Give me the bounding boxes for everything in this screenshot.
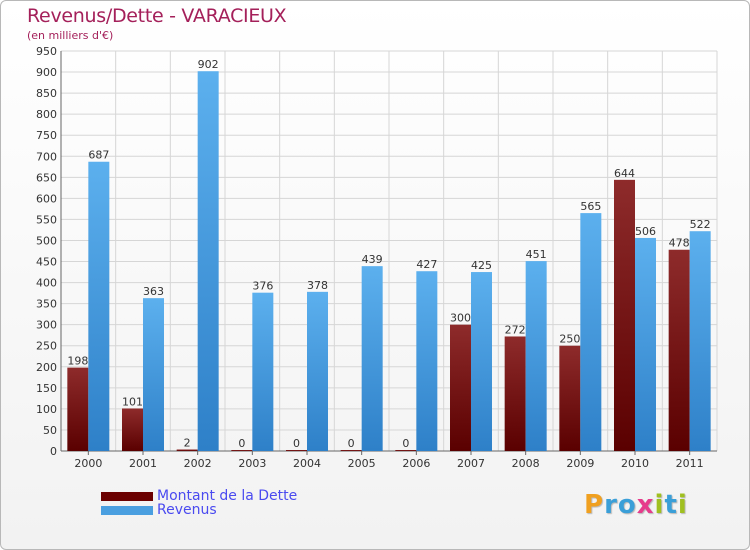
- bar-revenus: [689, 231, 711, 451]
- data-label-dette: 101: [122, 395, 143, 408]
- y-tick-label: 700: [36, 150, 57, 163]
- x-tick-label: 2005: [348, 457, 376, 470]
- data-label-revenus: 451: [526, 248, 547, 261]
- logo-letter: t: [664, 490, 678, 520]
- y-tick-label: 200: [36, 361, 57, 374]
- data-label-revenus: 687: [88, 149, 109, 162]
- y-tick-label: 850: [36, 87, 57, 100]
- bar-dette: [395, 450, 417, 451]
- logo-letter: i: [677, 490, 688, 520]
- bar-revenus: [143, 298, 164, 451]
- data-label-revenus: 363: [143, 285, 164, 298]
- y-tick-label: 300: [36, 319, 57, 332]
- data-label-revenus: 565: [580, 200, 601, 213]
- legend-label-dette: Montant de la Dette: [157, 488, 298, 504]
- data-label-dette: 198: [67, 355, 88, 368]
- bar-dette: [668, 249, 690, 451]
- x-tick-label: 2000: [74, 457, 102, 470]
- y-tick-label: 400: [36, 277, 57, 290]
- data-label-revenus: 425: [471, 259, 492, 272]
- legend-item-revenus: Revenus: [101, 503, 217, 517]
- y-tick-label: 250: [36, 340, 57, 353]
- x-tick-label: 2006: [402, 457, 430, 470]
- bar-revenus: [635, 237, 656, 451]
- data-label-revenus: 902: [198, 58, 219, 71]
- y-tick-label: 150: [36, 382, 57, 395]
- chart-title: Revenus/Dette - VARACIEUX: [27, 5, 287, 27]
- y-tick-label: 450: [36, 256, 57, 269]
- bar-dette: [286, 450, 307, 451]
- y-tick-label: 950: [36, 45, 57, 58]
- x-tick-label: 2008: [512, 457, 540, 470]
- logo-letter: r: [604, 490, 618, 520]
- x-tick-label: 2001: [129, 457, 157, 470]
- data-label-revenus: 378: [307, 279, 328, 292]
- bar-dette: [122, 408, 143, 451]
- y-tick-label: 100: [36, 403, 57, 416]
- data-label-dette: 644: [614, 167, 635, 180]
- y-tick-label: 0: [50, 445, 57, 458]
- data-label-revenus: 439: [362, 253, 383, 266]
- bar-revenus: [88, 161, 110, 451]
- bar-dette: [614, 179, 635, 451]
- data-label-dette: 300: [450, 312, 471, 325]
- legend-label-revenus: Revenus: [157, 502, 217, 518]
- data-label-revenus: 506: [635, 225, 656, 238]
- y-tick-label: 550: [36, 213, 57, 226]
- logo-letter: i: [654, 490, 665, 520]
- data-label-dette: 478: [669, 237, 690, 250]
- y-tick-label: 750: [36, 129, 57, 142]
- x-tick-label: 2003: [238, 457, 266, 470]
- bar-revenus: [580, 213, 602, 451]
- data-label-dette: 2: [184, 437, 191, 450]
- bar-dette: [559, 345, 581, 451]
- bar-revenus: [525, 261, 547, 451]
- bar-revenus: [416, 271, 438, 451]
- bar-revenus: [361, 266, 383, 451]
- x-tick-label: 2011: [676, 457, 704, 470]
- y-tick-label: 500: [36, 234, 57, 247]
- bar-dette: [450, 324, 471, 451]
- x-tick-label: 2010: [621, 457, 649, 470]
- bar-dette: [176, 449, 198, 451]
- y-tick-label: 900: [36, 66, 57, 79]
- data-label-dette: 0: [402, 437, 409, 450]
- data-label-revenus: 376: [252, 280, 273, 293]
- data-label-dette: 0: [348, 437, 355, 450]
- chart-subtitle: (en milliers d'€): [27, 29, 114, 42]
- bar-dette: [504, 336, 526, 451]
- logo-letter: x: [636, 490, 655, 520]
- legend-item-dette: Montant de la Dette: [101, 489, 297, 503]
- bar-dette: [231, 450, 253, 451]
- y-tick-label: 800: [36, 108, 57, 121]
- x-tick-label: 2002: [184, 457, 212, 470]
- y-tick-label: 350: [36, 298, 57, 311]
- bar-revenus: [252, 292, 274, 451]
- x-tick-label: 2009: [566, 457, 594, 470]
- bar-revenus: [307, 291, 328, 451]
- bar-dette: [67, 367, 89, 451]
- bar-revenus: [471, 272, 492, 451]
- bar-revenus: [197, 71, 219, 452]
- y-tick-label: 650: [36, 171, 57, 184]
- legend-swatch-dette: [101, 491, 153, 501]
- logo-letter: P: [584, 490, 605, 520]
- y-tick-label: 600: [36, 192, 57, 205]
- data-label-dette: 0: [293, 437, 300, 450]
- data-label-revenus: 427: [416, 258, 437, 271]
- data-label-dette: 250: [559, 333, 580, 346]
- x-tick-label: 2004: [293, 457, 321, 470]
- bar-dette: [340, 450, 362, 451]
- data-label-dette: 0: [238, 437, 245, 450]
- x-tick-label: 2007: [457, 457, 485, 470]
- data-label-dette: 272: [505, 323, 526, 336]
- y-tick-label: 50: [43, 424, 57, 437]
- data-label-revenus: 522: [690, 218, 711, 231]
- logo-letter: o: [617, 490, 637, 520]
- proxiti-logo: Proxiti: [584, 490, 688, 520]
- legend-swatch-revenus: [101, 505, 153, 515]
